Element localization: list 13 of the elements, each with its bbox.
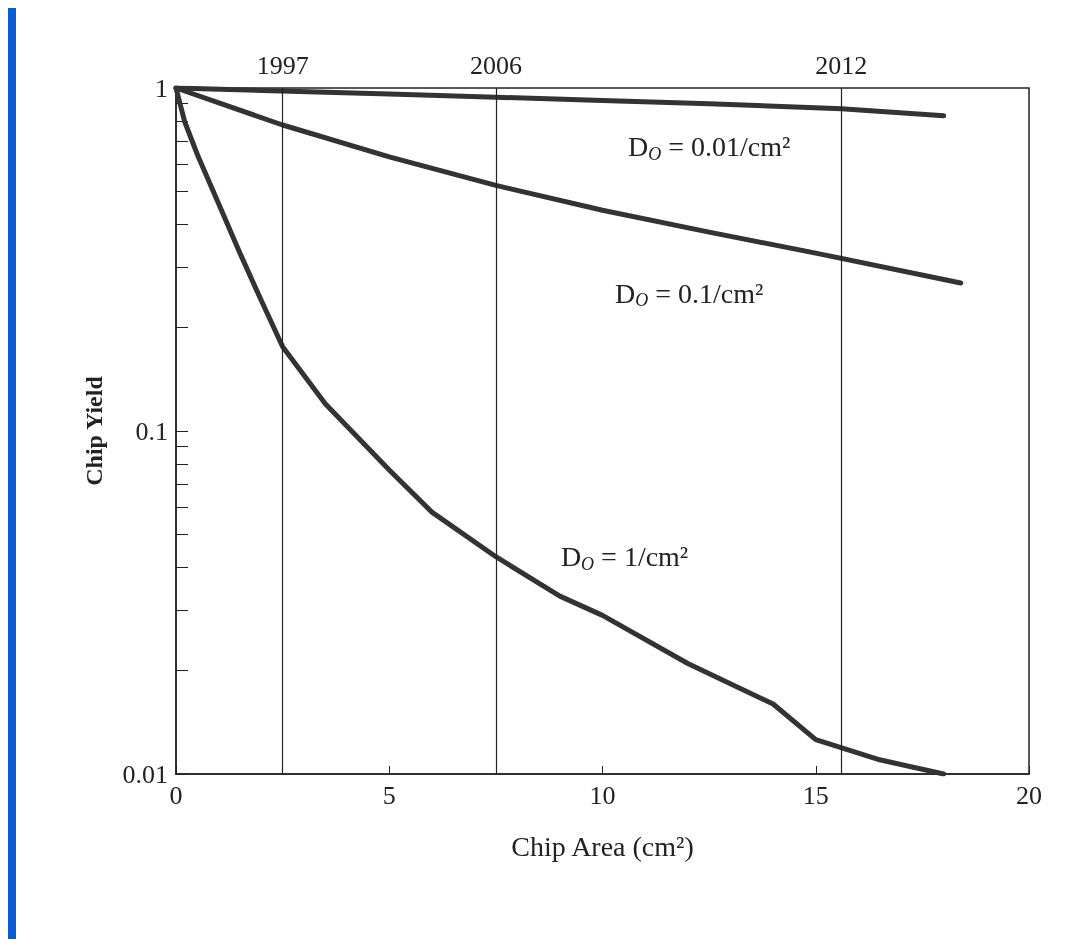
annotation: 1997	[256, 50, 309, 80]
x-tick-label: 20	[1016, 780, 1042, 810]
annotation: 2012	[815, 50, 868, 80]
x-axis-title: Chip Area (cm²)	[511, 830, 694, 862]
x-tick-label: 10	[589, 780, 616, 810]
x-tick-label: 15	[802, 780, 829, 810]
y-tick-label: 0.01	[122, 759, 168, 789]
y-tick-label: 0.1	[135, 416, 168, 446]
y-axis-title: Chip Yield	[81, 375, 107, 486]
annotation: 2006	[469, 50, 522, 80]
x-tick-label: 0	[169, 780, 183, 810]
y-tick-label: 1	[155, 73, 168, 103]
x-tick-label: 5	[382, 780, 396, 810]
